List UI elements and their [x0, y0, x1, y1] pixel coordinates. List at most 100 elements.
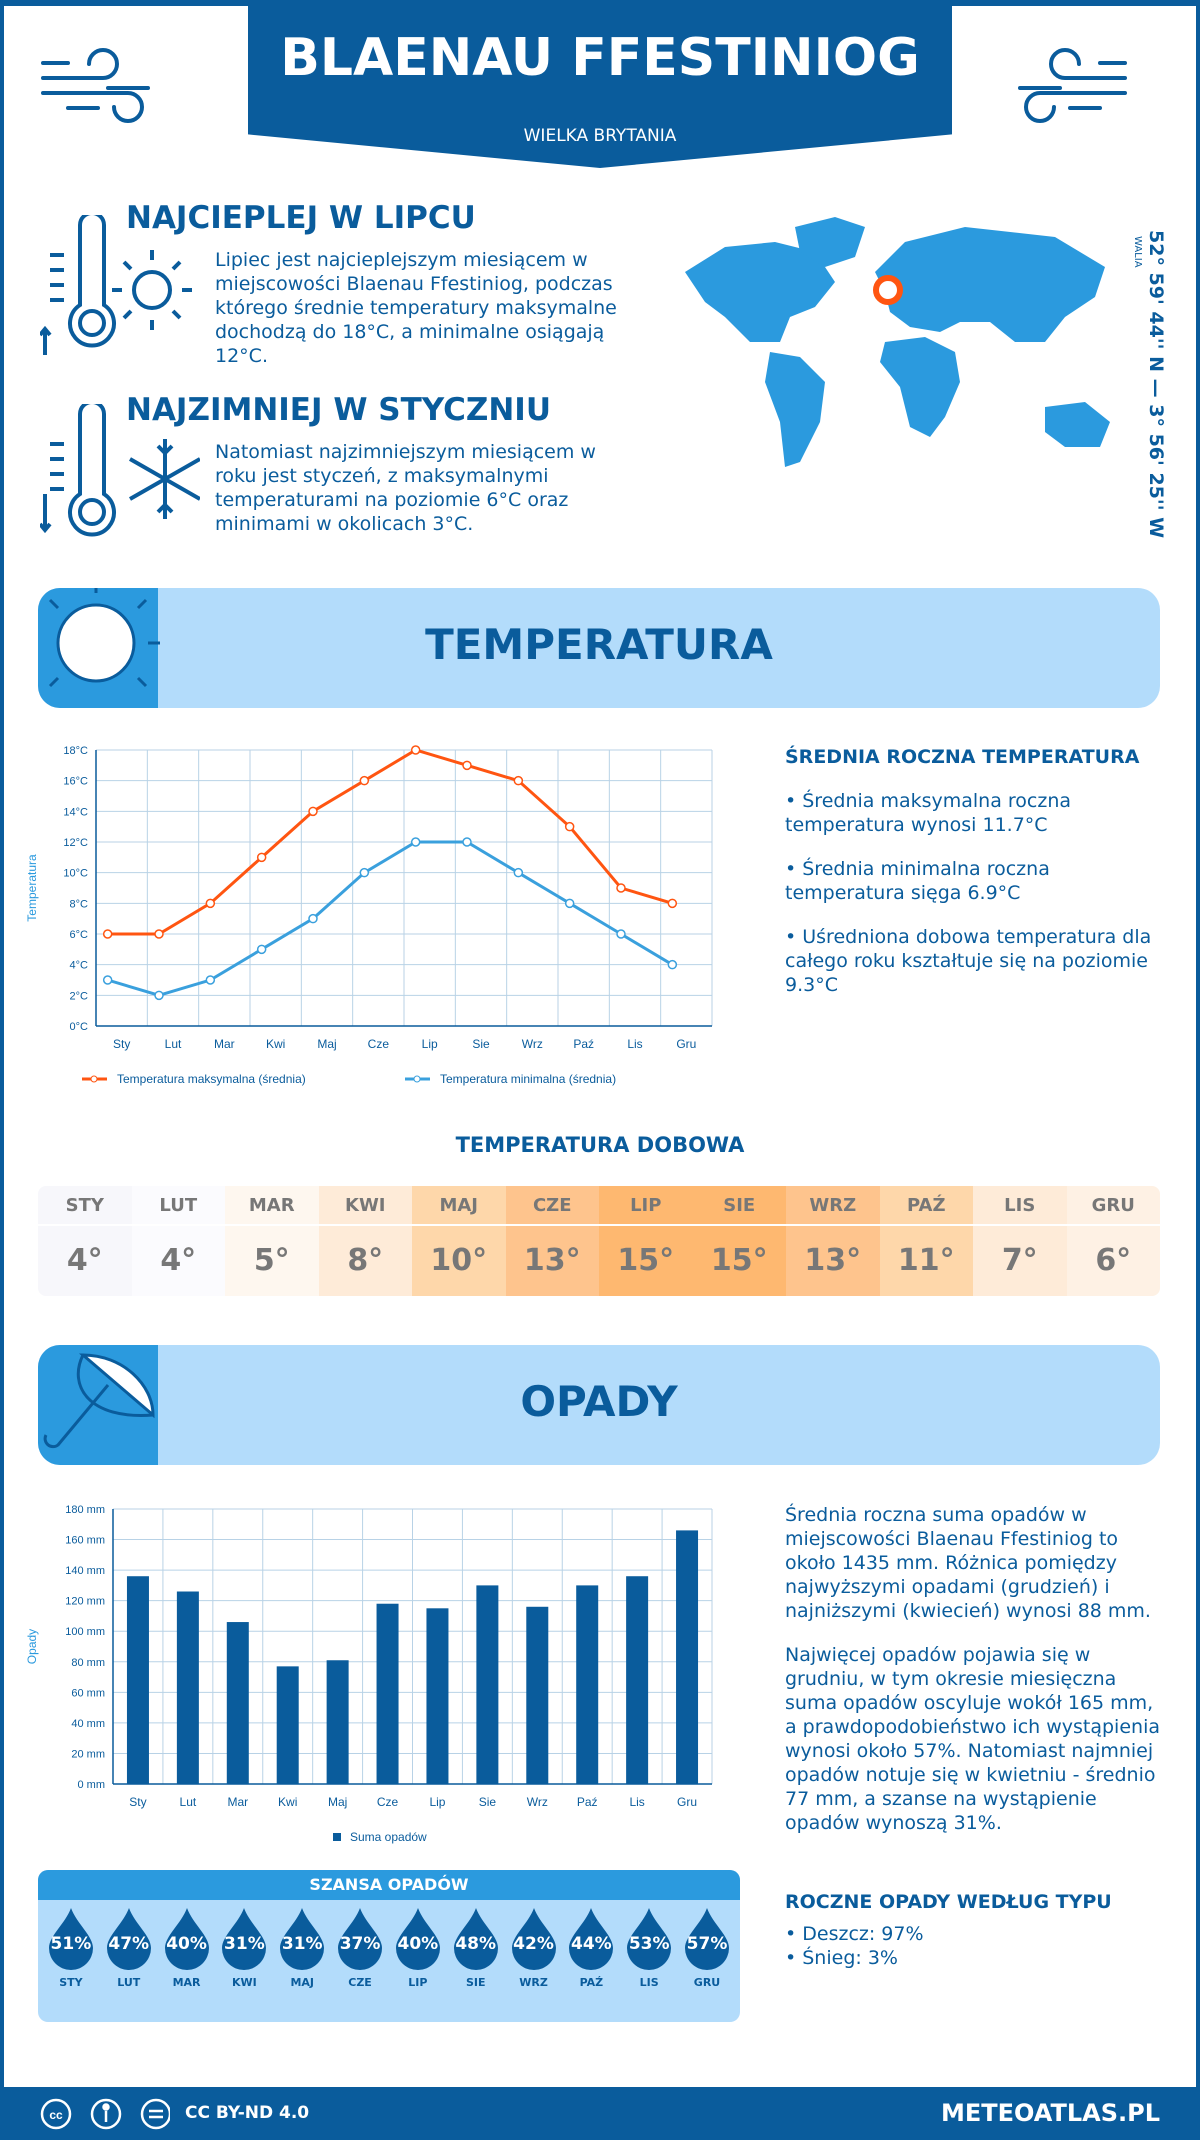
precip-chance-item: 31% MAJ — [275, 1908, 329, 1989]
month-label: GRU — [693, 1976, 721, 1989]
chance-value: 53% — [628, 1934, 670, 1954]
y-tick-label: 12°C — [63, 837, 88, 849]
temp-value: 13° — [523, 1243, 581, 1278]
coldest-section: NAJZIMNIEJ W STYCZNIU Natomiast najzimni… — [40, 392, 640, 572]
location-marker — [873, 275, 903, 305]
data-point — [308, 806, 318, 817]
precip-banner: OPADY — [38, 1345, 1160, 1465]
x-tick-label: Lis — [629, 1795, 644, 1809]
data-point — [205, 975, 216, 985]
coldest-text: Natomiast najzimniejszym miesiącem w rok… — [215, 441, 596, 535]
summary-max: • Średnia maksymalna roczna temperatura … — [785, 790, 1072, 836]
bar — [576, 1585, 599, 1784]
temp-value: 11° — [897, 1243, 955, 1278]
precip-chance-item: 51% STY — [44, 1908, 98, 1989]
daily-temp-title: TEMPERATURA DOBOWA — [455, 1133, 745, 1157]
data-point — [616, 929, 626, 939]
y-tick-label: 20 mm — [71, 1748, 105, 1760]
legend-swatch — [333, 1833, 341, 1841]
month-label: MAR — [225, 1186, 319, 1226]
coordinates: 52° 59' 44'' N — 3° 56' 25'' W — [1145, 230, 1167, 539]
temp-value: 10° — [430, 1243, 488, 1278]
x-tick-label: Sie — [472, 1037, 490, 1051]
raindrop-icon: 44% — [567, 1908, 615, 1970]
precip-type-rain: • Deszcz: 97% — [785, 1923, 924, 1945]
data-point — [513, 867, 524, 878]
month-label: STY — [59, 1976, 83, 1989]
data-point — [616, 883, 626, 893]
daily-temp-cell: MAR 5° — [225, 1186, 319, 1296]
month-label: LUT — [117, 1976, 141, 1989]
precip-chart: 0 mm 20 mm 40 mm 60 mm 80 mm 100 mm 120 mm 140 … — [25, 1504, 713, 1844]
temperature-title: TEMPERATURA — [425, 620, 773, 669]
temp-value: 8° — [347, 1243, 384, 1278]
daily-temp-cell: LIP 15° — [599, 1186, 693, 1296]
month-label: MAJ — [412, 1186, 506, 1226]
precip-chance-item: 31% KWI — [217, 1908, 271, 1989]
daily-temp-cell: GRU 6° — [1066, 1186, 1160, 1296]
x-tick-label: Paź — [577, 1795, 598, 1809]
bar — [126, 1576, 149, 1784]
bar — [476, 1585, 499, 1784]
raindrop-icon: 31% — [278, 1908, 326, 1970]
data-point — [154, 929, 164, 939]
svg-text:cc: cc — [49, 2108, 63, 2122]
x-tick-label: Paź — [573, 1037, 594, 1051]
month-label: SIE — [465, 1976, 486, 1989]
month-label: LIP — [599, 1186, 693, 1226]
month-label: LIS — [973, 1186, 1067, 1226]
coldest-title: NAJZIMNIEJ W STYCZNIU — [126, 392, 551, 428]
precip-text-2: Najwięcej opadów pojawia się w grudniu, … — [785, 1644, 1160, 1834]
month-label: WRZ — [519, 1976, 548, 1989]
chance-value: 40% — [166, 1934, 207, 1954]
x-tick-label: Gru — [676, 1037, 696, 1051]
data-point — [410, 837, 421, 847]
chance-value: 42% — [513, 1934, 554, 1954]
temp-value: 5° — [253, 1243, 290, 1278]
chance-value: 37% — [339, 1934, 381, 1954]
y-tick-label: 140 mm — [65, 1565, 105, 1577]
x-tick-label: Lut — [180, 1795, 197, 1809]
data-point — [256, 852, 267, 863]
precip-type-snow: • Śnieg: 3% — [785, 1947, 898, 1969]
site-link[interactable]: METEOATLAS.PL — [940, 2099, 1160, 2127]
chance-value: 51% — [50, 1934, 92, 1954]
bar — [526, 1606, 549, 1784]
bar — [376, 1603, 399, 1784]
month-label: WRZ — [786, 1186, 880, 1226]
x-tick-label: Sie — [479, 1795, 497, 1809]
raindrop-icon: 53% — [625, 1908, 673, 1970]
x-tick-label: Gru — [677, 1795, 697, 1809]
temp-value: 13° — [804, 1243, 862, 1278]
temperature-summary: ŚREDNIA ROCZNA TEMPERATURA • Średnia mak… — [785, 745, 1165, 1017]
raindrop-icon: 48% — [452, 1908, 500, 1970]
x-tick-label: Kwi — [278, 1795, 297, 1809]
bar — [676, 1530, 699, 1784]
summary-avg: • Uśredniona dobowa temperatura dla całe… — [785, 926, 1152, 996]
thermometer-snowflake-icon — [40, 404, 200, 537]
precip-chance-box: SZANSA OPADÓW 51% STY 47% LUT 40% MAR 31% KWI 31… — [38, 1870, 740, 2022]
y-tick-label: 2°C — [70, 990, 89, 1002]
bar — [626, 1576, 649, 1784]
y-tick-label: 8°C — [70, 898, 89, 910]
daily-temp-cell: SIE 15° — [692, 1186, 786, 1296]
chance-value: 47% — [108, 1934, 150, 1954]
month-label: GRU — [1066, 1186, 1160, 1226]
data-point — [513, 775, 524, 786]
precip-chance-item: 44% PAŹ — [564, 1908, 618, 1989]
precip-chance-item: 48% SIE — [449, 1908, 503, 1989]
series-line — [107, 748, 673, 936]
chance-value: 48% — [455, 1934, 497, 1954]
bar — [176, 1591, 199, 1784]
y-tick-label: 16°C — [63, 776, 88, 788]
y-tick-label: 10°C — [63, 868, 88, 880]
y-axis-label: Temperatura — [25, 854, 39, 922]
wind-icon — [41, 48, 150, 123]
month-label: MAR — [172, 1976, 201, 1989]
month-label: KWI — [318, 1186, 412, 1226]
footer: cc CC BY-ND 4.0 METEOATLAS.PL — [0, 2087, 1200, 2140]
precip-chance-title: SZANSA OPADÓW — [38, 1870, 740, 1900]
y-tick-label: 180 mm — [65, 1504, 105, 1516]
chance-value: 57% — [686, 1934, 728, 1954]
daily-temp-cell: LUT 4° — [131, 1186, 225, 1296]
